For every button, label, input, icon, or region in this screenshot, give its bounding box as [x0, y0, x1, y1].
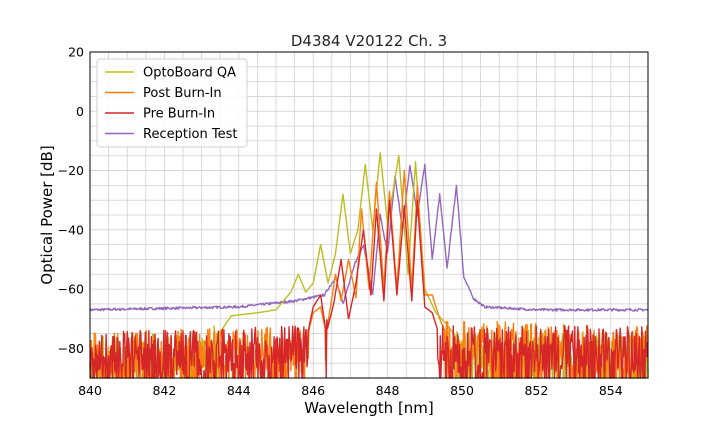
y-axis-label: Optical Power [dB]: [38, 145, 56, 284]
y-tick-label: −40: [58, 222, 84, 237]
x-tick-labels: 840 842 844 846 848 850 852 854: [78, 383, 623, 398]
x-tick-label: 842: [152, 383, 176, 398]
y-tick-label: −80: [58, 341, 84, 356]
x-tick-label: 852: [524, 383, 548, 398]
x-tick-label: 840: [78, 383, 102, 398]
plot-frame: [89, 51, 649, 379]
legend: OptoBoard QA Post Burn-In Pre Burn-In Recep…: [96, 58, 248, 148]
y-tick-label: −60: [58, 282, 84, 297]
x-tick-label: 850: [450, 383, 474, 398]
x-tick-label: 848: [376, 383, 400, 398]
legend-label: Reception Test: [143, 127, 237, 142]
x-tick-label: 854: [599, 383, 623, 398]
y-tick-label: −20: [58, 163, 84, 178]
legend-label: Post Burn-In: [143, 86, 222, 101]
x-axis-label: Wavelength [nm]: [304, 399, 434, 417]
y-tick-label: 20: [68, 45, 84, 60]
y-tick-label: 0: [76, 104, 84, 119]
y-tick-labels: 20 0 −20 −40 −60 −80: [58, 45, 84, 356]
legend-label: Pre Burn-In: [143, 107, 215, 122]
legend-label: OptoBoard QA: [143, 66, 236, 81]
chart-title: D4384 V20122 Ch. 3: [291, 32, 447, 50]
x-tick-label: 844: [227, 383, 251, 398]
series-line-pre-burn-in: [89, 199, 649, 379]
x-tick-label: 846: [301, 383, 325, 398]
legend-box: [96, 58, 248, 148]
